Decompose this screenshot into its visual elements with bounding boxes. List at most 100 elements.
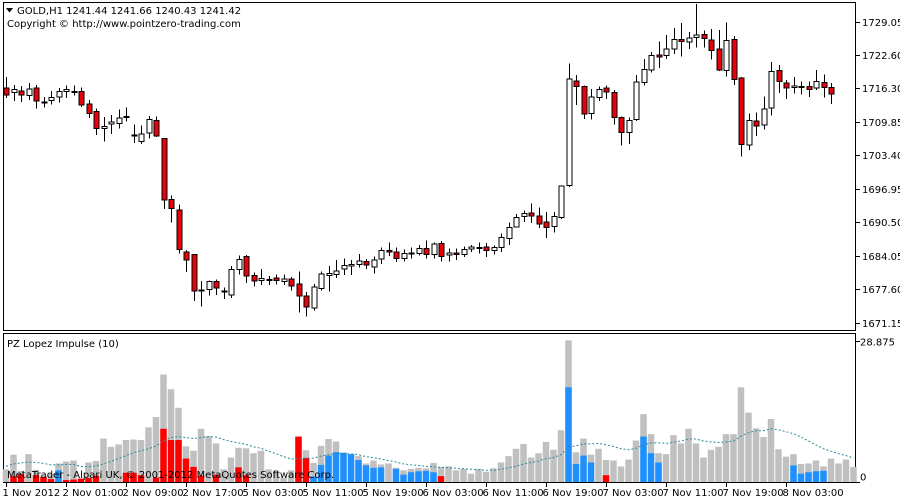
impulse-bar-gray [310, 462, 317, 482]
time-axis-label: 2 Nov 17:00 [183, 488, 244, 499]
candle-body [551, 216, 558, 228]
impulse-bar-gray [460, 468, 467, 482]
impulse-bar-red [167, 440, 175, 482]
impulse-bar-gray [745, 412, 752, 482]
impulse-bar-red [182, 458, 190, 482]
candle [266, 275, 273, 285]
impulse-bar-gray [490, 468, 497, 482]
impulse-bar-gray [130, 439, 137, 482]
time-axis-label: 6 Nov 11:00 [483, 488, 544, 499]
price-axis-label: 1690.50 [862, 218, 900, 229]
candle-body [693, 34, 700, 38]
candle [258, 269, 265, 285]
price-axis-label: 1684.05 [862, 252, 900, 263]
impulse-bar-blue [355, 460, 362, 482]
candle-body [528, 212, 535, 217]
candle-body [78, 90, 85, 106]
candle-body [401, 253, 408, 259]
impulse-bar-gray [827, 458, 835, 482]
candle-body [543, 221, 550, 229]
candle-body [258, 278, 265, 282]
impulse-bar-red [10, 476, 17, 482]
candle [78, 87, 85, 107]
candle-body [183, 251, 190, 261]
candle [678, 23, 685, 57]
impulse-bar-red [137, 475, 145, 482]
candle-body [723, 39, 730, 72]
candle [48, 90, 55, 105]
impulse-bar-gray [62, 461, 70, 482]
candle [341, 258, 348, 275]
copyright-text: Copyright © http://www.pointzero-trading… [7, 19, 241, 30]
candle-body [363, 260, 370, 266]
candle-body [603, 87, 610, 93]
candle [723, 22, 730, 77]
candle-body [101, 126, 108, 129]
impulse-bar-blue [580, 455, 587, 482]
candle [626, 117, 633, 144]
candle-body [611, 91, 618, 118]
impulse-bar-blue [655, 462, 662, 482]
candle-body [393, 251, 400, 259]
impulse-bar-gray [242, 448, 250, 482]
candle-body [588, 96, 595, 115]
candle [18, 86, 25, 102]
impulse-bar-gray [752, 428, 760, 482]
candle [768, 62, 775, 116]
price-axis-label: 1696.95 [862, 185, 900, 196]
candle [611, 89, 618, 125]
impulse-bar-blue [565, 387, 572, 482]
impulse-bar-gray [385, 463, 392, 482]
price-panel [3, 2, 856, 331]
triangle-down-icon[interactable] [6, 8, 13, 13]
impulse-bar-gray [512, 448, 520, 482]
candle [236, 255, 243, 275]
candle [693, 4, 700, 48]
candle-body [341, 265, 348, 270]
candle-body [408, 252, 415, 255]
candle-body [41, 101, 48, 104]
impulse-bar-blue [332, 452, 340, 482]
candle [506, 222, 513, 245]
candle [596, 86, 603, 102]
impulse-bar-blue [805, 472, 812, 482]
candle [116, 109, 123, 129]
symbol-info: GOLD,H1 1241.44 1241.66 1240.43 1241.42 [17, 6, 241, 17]
time-axis-label: 6 Nov 03:00 [423, 488, 484, 499]
candle [108, 114, 115, 134]
candle [806, 81, 813, 98]
impulse-bar-gray [257, 450, 265, 482]
impulse-bar-red [47, 479, 55, 482]
candle-body [761, 108, 768, 126]
price-axis-label: 1671.15 [862, 319, 900, 330]
candle-body [93, 111, 100, 129]
candle [558, 185, 565, 219]
impulse-bar-gray [85, 462, 92, 482]
impulse-bar-red [32, 475, 40, 482]
candle-body [48, 97, 55, 102]
time-axis-label: 7 Nov 19:00 [723, 488, 784, 499]
impulse-bar-gray [617, 466, 625, 482]
candle [476, 242, 483, 254]
candle-body [131, 134, 138, 137]
candle-body [536, 215, 543, 225]
candle-body [498, 236, 505, 248]
candle-body [56, 90, 63, 98]
time-axis-label: 8 Nov 03:00 [783, 488, 844, 499]
impulse-bar-gray [137, 440, 145, 482]
candle-body [378, 249, 385, 260]
impulse-bar-gray [557, 430, 565, 482]
candle [656, 41, 663, 68]
candle [161, 138, 168, 209]
time-axis-label: 7 Nov 03:00 [603, 488, 664, 499]
candle [41, 97, 48, 108]
impulse-bar-gray [610, 460, 617, 482]
indicator-axis: 28.875 0 [856, 338, 895, 484]
indicator-title: PZ Lopez Impulse (10) [7, 339, 119, 350]
candle [446, 248, 453, 262]
impulse-bar-gray [700, 457, 707, 482]
impulse-bar-red [190, 466, 197, 482]
candle [513, 214, 520, 228]
impulse-bar-gray [505, 456, 512, 482]
impulse-bar-gray [2, 469, 10, 482]
